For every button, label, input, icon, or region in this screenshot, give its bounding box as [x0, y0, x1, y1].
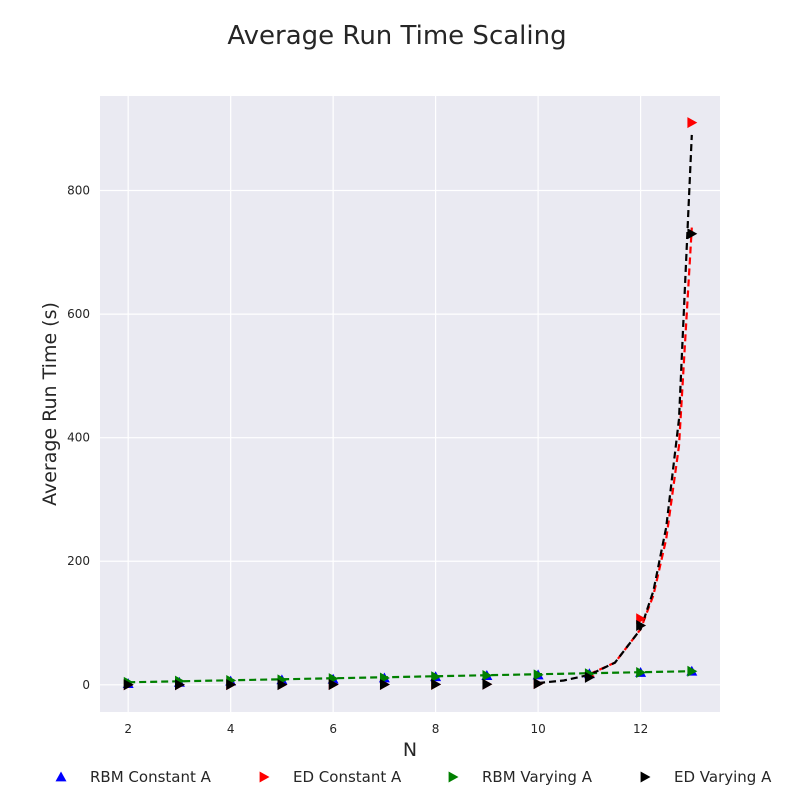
- data-point: [636, 666, 647, 678]
- data-point: [482, 670, 493, 682]
- fit-curve-line: [128, 670, 692, 684]
- x-tick-label: 4: [227, 722, 235, 736]
- data-points: [122, 117, 698, 691]
- chart-title: Average Run Time Scaling: [227, 21, 566, 51]
- y-tick-label: 200: [67, 554, 90, 568]
- data-point: [277, 679, 288, 691]
- legend-marker: [55, 771, 67, 782]
- data-point: [431, 678, 442, 690]
- y-tick-labels: 0 200 400 600 800: [67, 184, 90, 692]
- data-point: [175, 679, 185, 691]
- data-point: [379, 678, 390, 690]
- legend-marker: [259, 771, 270, 783]
- legend: RBM Constant A ED Constant A RBM Varying A…: [55, 768, 772, 786]
- data-point: [123, 679, 134, 691]
- data-point: [533, 678, 544, 690]
- x-tick-labels: 2 4 6 8 10 12: [124, 722, 648, 736]
- data-point: [482, 678, 493, 690]
- legend-marker: [640, 771, 651, 783]
- legend-label: ED Varying A: [674, 768, 772, 786]
- data-point: [533, 669, 544, 681]
- data-point: [584, 671, 595, 683]
- y-tick-label: 400: [67, 431, 90, 445]
- data-point: [636, 620, 647, 632]
- y-tick-label: 600: [67, 307, 90, 321]
- plot-area: [100, 96, 720, 712]
- data-point: [687, 117, 698, 129]
- x-axis-label: N: [403, 739, 417, 761]
- legend-marker: [448, 771, 459, 783]
- x-tick-label: 8: [432, 722, 440, 736]
- legend-label: RBM Varying A: [482, 768, 593, 786]
- data-point: [687, 665, 698, 677]
- grid-lines: [100, 96, 720, 712]
- x-tick-label: 12: [633, 722, 648, 736]
- x-tick-label: 6: [329, 722, 337, 736]
- data-point: [431, 671, 442, 683]
- legend-label: ED Constant A: [293, 768, 402, 786]
- x-tick-label: 10: [530, 722, 545, 736]
- x-tick-label: 2: [124, 722, 132, 736]
- data-point: [687, 228, 698, 240]
- data-point: [328, 679, 339, 691]
- y-tick-label: 0: [82, 678, 90, 692]
- data-point: [226, 679, 237, 691]
- fit-curves: [128, 134, 693, 685]
- y-axis-label: Average Run Time (s): [39, 302, 61, 506]
- fit-curve-line: [537, 134, 693, 685]
- y-tick-label: 800: [67, 184, 90, 198]
- legend-label: RBM Constant A: [90, 768, 212, 786]
